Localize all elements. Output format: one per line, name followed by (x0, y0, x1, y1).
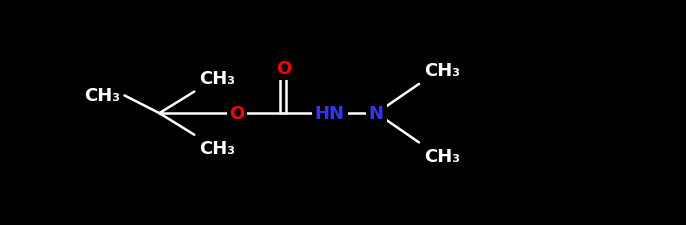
Text: CH₃: CH₃ (199, 140, 235, 158)
Text: CH₃: CH₃ (199, 70, 235, 88)
Text: N: N (369, 105, 384, 123)
Text: CH₃: CH₃ (84, 87, 120, 105)
Text: CH₃: CH₃ (424, 62, 460, 80)
Text: CH₃: CH₃ (424, 147, 460, 165)
Text: HN: HN (315, 105, 345, 123)
Text: O: O (229, 105, 244, 123)
Text: O: O (276, 60, 291, 78)
